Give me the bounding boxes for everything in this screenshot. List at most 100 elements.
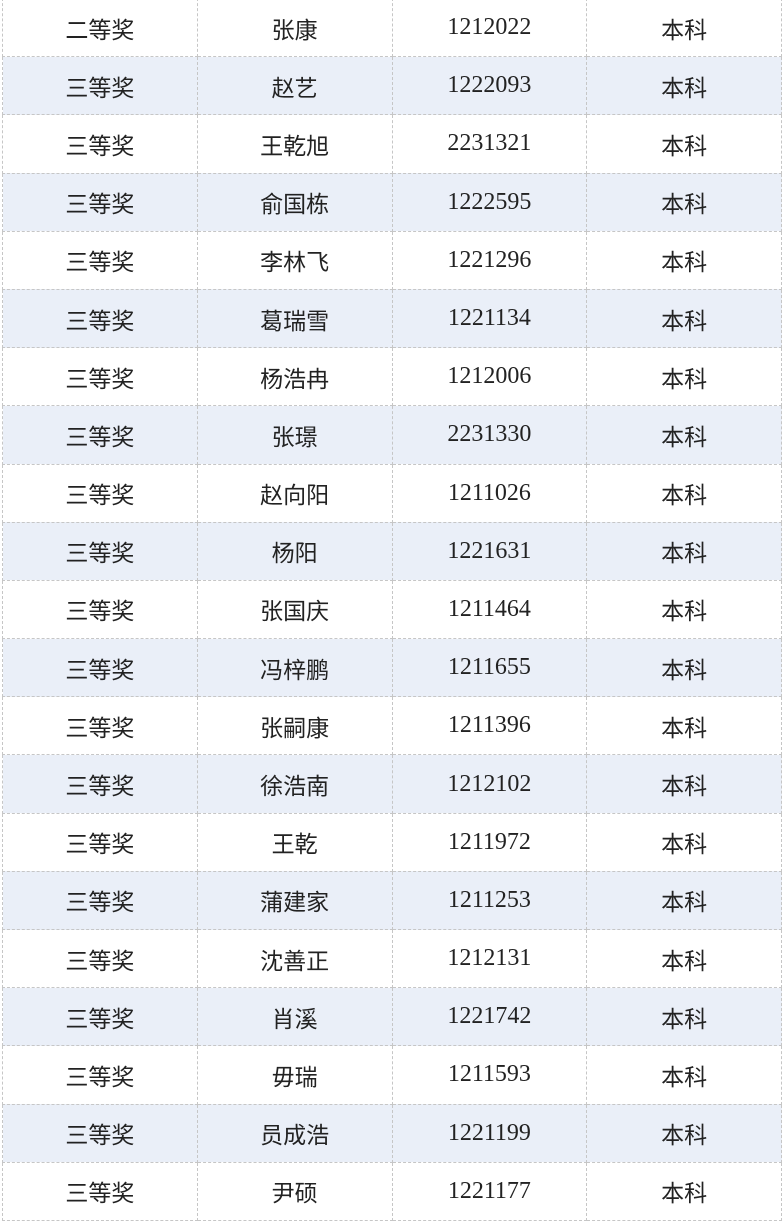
award-cell: 三等奖 [2, 987, 198, 1047]
name-cell: 毋瑞 [196, 1045, 393, 1105]
level-cell: 本科 [586, 579, 782, 640]
student-id-cell: 1221177 [391, 1161, 588, 1221]
student-id-cell: 2231330 [391, 405, 588, 465]
table-row: 三等奖 王乾 1211972 本科 [2, 812, 782, 872]
table-row: 三等奖 尹硕 1221177 本科 [2, 1161, 782, 1221]
student-id-cell: 1222595 [391, 172, 588, 232]
level-cell: 本科 [586, 696, 782, 756]
table-row: 三等奖 冯梓鹏 1211655 本科 [2, 638, 782, 698]
table-row: 三等奖 俞国栋 1222595 本科 [2, 172, 782, 232]
table-row: 三等奖 李林飞 1221296 本科 [2, 230, 782, 290]
level-cell: 本科 [586, 1161, 782, 1221]
award-cell: 三等奖 [2, 870, 198, 931]
award-cell: 三等奖 [2, 696, 198, 756]
student-id-cell: 1221296 [391, 230, 588, 290]
level-cell: 本科 [586, 288, 782, 349]
name-cell: 王乾 [196, 812, 393, 872]
award-cell: 二等奖 [2, 0, 198, 58]
level-cell: 本科 [586, 172, 782, 232]
table-row: 三等奖 张璟 2231330 本科 [2, 405, 782, 465]
award-cell: 三等奖 [2, 521, 198, 581]
student-id-cell: 1211253 [391, 870, 588, 931]
award-cell: 三等奖 [2, 463, 198, 523]
student-id-cell: 1221199 [391, 1103, 588, 1163]
level-cell: 本科 [586, 56, 782, 116]
award-cell: 三等奖 [2, 347, 198, 407]
table-row: 三等奖 沈善正 1212131 本科 [2, 928, 782, 989]
award-cell: 三等奖 [2, 812, 198, 872]
student-id-cell: 1212022 [391, 0, 588, 58]
award-cell: 三等奖 [2, 230, 198, 290]
level-cell: 本科 [586, 638, 782, 698]
level-cell: 本科 [586, 1045, 782, 1105]
level-cell: 本科 [586, 347, 782, 407]
table-row: 三等奖 杨浩冉 1212006 本科 [2, 347, 782, 407]
table-row: 三等奖 赵向阳 1211026 本科 [2, 463, 782, 523]
name-cell: 尹硕 [196, 1161, 393, 1221]
name-cell: 蒲建家 [196, 870, 393, 931]
name-cell: 员成浩 [196, 1103, 393, 1163]
student-id-cell: 1212006 [391, 347, 588, 407]
name-cell: 赵向阳 [196, 463, 393, 523]
award-cell: 三等奖 [2, 579, 198, 640]
student-id-cell: 1211655 [391, 638, 588, 698]
award-cell: 三等奖 [2, 754, 198, 814]
level-cell: 本科 [586, 521, 782, 581]
student-id-cell: 1211593 [391, 1045, 588, 1105]
table-row: 三等奖 葛瑞雪 1221134 本科 [2, 288, 782, 349]
name-cell: 张璟 [196, 405, 393, 465]
name-cell: 张康 [196, 0, 393, 58]
level-cell: 本科 [586, 812, 782, 872]
award-cell: 三等奖 [2, 638, 198, 698]
student-id-cell: 1211026 [391, 463, 588, 523]
award-cell: 三等奖 [2, 1045, 198, 1105]
award-cell: 三等奖 [2, 172, 198, 232]
level-cell: 本科 [586, 870, 782, 931]
table-row: 三等奖 徐浩南 1212102 本科 [2, 754, 782, 814]
student-id-cell: 1211396 [391, 696, 588, 756]
student-id-cell: 1211972 [391, 812, 588, 872]
name-cell: 赵艺 [196, 56, 393, 116]
table-row: 三等奖 张国庆 1211464 本科 [2, 579, 782, 640]
table-row: 三等奖 赵艺 1222093 本科 [2, 56, 782, 116]
name-cell: 杨阳 [196, 521, 393, 581]
table-row: 三等奖 肖溪 1221742 本科 [2, 987, 782, 1047]
table-row: 三等奖 毋瑞 1211593 本科 [2, 1045, 782, 1105]
award-cell: 三等奖 [2, 928, 198, 989]
table-row: 三等奖 杨阳 1221631 本科 [2, 521, 782, 581]
name-cell: 王乾旭 [196, 114, 393, 174]
student-id-cell: 1212102 [391, 754, 588, 814]
name-cell: 徐浩南 [196, 754, 393, 814]
student-id-cell: 1212131 [391, 928, 588, 989]
student-id-cell: 2231321 [391, 114, 588, 174]
name-cell: 沈善正 [196, 928, 393, 989]
name-cell: 张国庆 [196, 579, 393, 640]
award-cell: 三等奖 [2, 114, 198, 174]
level-cell: 本科 [586, 405, 782, 465]
table-row: 三等奖 蒲建家 1211253 本科 [2, 870, 782, 931]
table-row: 二等奖 张康 1212022 本科 [2, 0, 782, 58]
name-cell: 俞国栋 [196, 172, 393, 232]
award-cell: 三等奖 [2, 405, 198, 465]
level-cell: 本科 [586, 114, 782, 174]
name-cell: 杨浩冉 [196, 347, 393, 407]
award-cell: 三等奖 [2, 1103, 198, 1163]
level-cell: 本科 [586, 928, 782, 989]
table-row: 三等奖 员成浩 1221199 本科 [2, 1103, 782, 1163]
level-cell: 本科 [586, 463, 782, 523]
table-row: 三等奖 王乾旭 2231321 本科 [2, 114, 782, 174]
student-id-cell: 1222093 [391, 56, 588, 116]
name-cell: 李林飞 [196, 230, 393, 290]
name-cell: 肖溪 [196, 987, 393, 1047]
table-row: 三等奖 张嗣康 1211396 本科 [2, 696, 782, 756]
level-cell: 本科 [586, 987, 782, 1047]
level-cell: 本科 [586, 0, 782, 58]
name-cell: 冯梓鹏 [196, 638, 393, 698]
student-id-cell: 1221742 [391, 987, 588, 1047]
name-cell: 张嗣康 [196, 696, 393, 756]
award-cell: 三等奖 [2, 288, 198, 349]
student-id-cell: 1221134 [391, 288, 588, 349]
student-id-cell: 1211464 [391, 579, 588, 640]
award-cell: 三等奖 [2, 56, 198, 116]
